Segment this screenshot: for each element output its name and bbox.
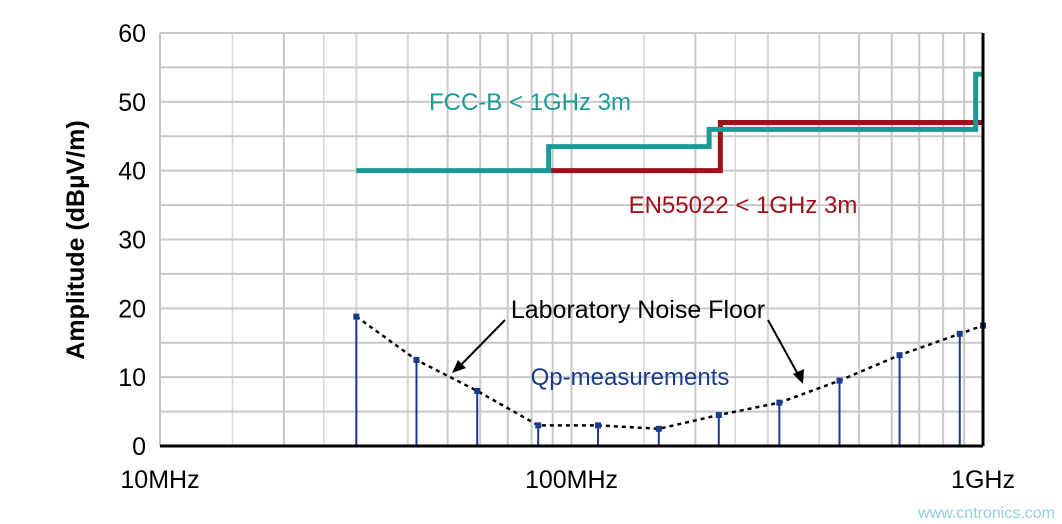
qp-marker: [474, 387, 481, 394]
series-layer: [353, 71, 986, 446]
axes: 0 10 20 30 40 50 60 10MHz 100MHz 1GHz: [118, 20, 1015, 494]
y-tick-label: 10: [118, 364, 146, 392]
series-line-en55022: [548, 119, 983, 174]
qp-marker: [655, 425, 662, 432]
arrow-right-head: [793, 369, 804, 384]
y-tick-label: 50: [118, 89, 146, 117]
arrow-left-head: [452, 360, 466, 373]
annotation-en55022: EN55022 < 1GHz 3m: [629, 192, 858, 219]
grid: [159, 32, 983, 447]
qp-marker: [413, 356, 420, 363]
y-tick-label: 20: [118, 295, 146, 323]
noise-floor-line: [355, 315, 984, 431]
y-axis-label: Amplitude (dBµV/m): [62, 120, 90, 359]
annotation-qp: Qp-measurements: [531, 364, 730, 391]
qp-marker: [535, 422, 542, 429]
qp-marker: [776, 399, 783, 406]
annotation-fcc: FCC-B < 1GHz 3m: [429, 89, 631, 116]
y-tick-label: 30: [118, 227, 146, 255]
annotation-noise-floor: Laboratory Noise Floor: [511, 296, 765, 324]
y-tick-label: 60: [118, 20, 146, 48]
qp-marker: [715, 412, 722, 419]
x-tick-label: 10MHz: [120, 466, 199, 494]
y-tick-label: 0: [132, 433, 146, 461]
arrow-right: [767, 319, 801, 379]
qp-marker: [595, 422, 602, 429]
qp-marker: [353, 313, 360, 320]
qp-marker: [956, 330, 963, 337]
qp-marker: [836, 377, 843, 384]
series-line-fcc-b: [356, 71, 983, 174]
x-tick-label: 100MHz: [525, 466, 618, 494]
y-tick-label: 40: [118, 158, 146, 186]
qp-marker: [896, 352, 903, 359]
arrow-left: [457, 319, 506, 369]
x-tick-label: 1GHz: [951, 466, 1015, 494]
watermark: www.cntronics.com: [917, 505, 1055, 522]
